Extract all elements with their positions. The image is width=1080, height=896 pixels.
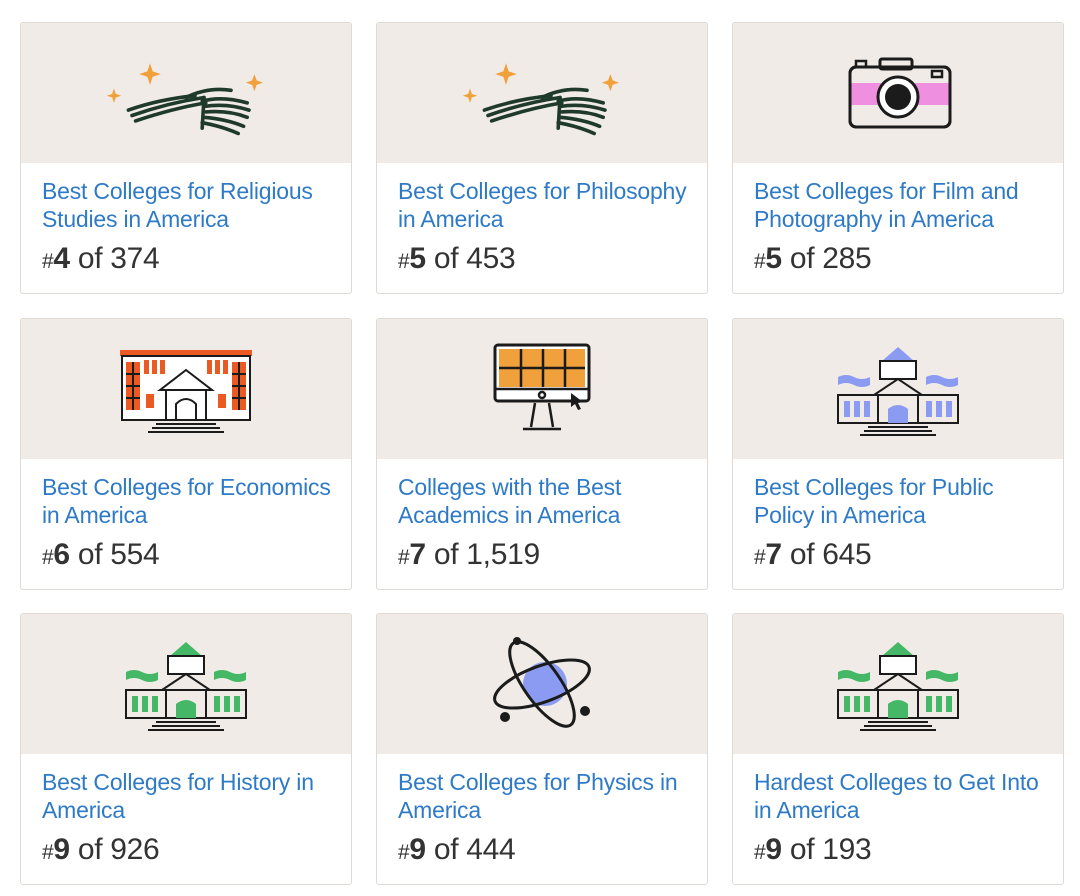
purple-college-building-icon: .p .fillc{fill:#8c9bf2} (828, 339, 968, 439)
ranking-title-link[interactable]: Best Colleges for Public Policy in Ameri… (754, 474, 994, 528)
ranking-title-link[interactable]: Colleges with the Best Academics in Amer… (398, 474, 622, 528)
ranking-title-link[interactable]: Best Colleges for Film and Photography i… (754, 178, 1019, 232)
ranking-card[interactable]: Hardest Colleges to Get Into in America … (732, 613, 1064, 885)
atom-icon (487, 629, 597, 739)
ranking-value: #9 of 193 (754, 833, 872, 866)
ranking-value: #7 of 645 (754, 538, 872, 571)
card-image (733, 614, 1063, 754)
ranking-card[interactable]: Best Colleges for Physics in America #9 … (376, 613, 708, 885)
ranking-title-link[interactable]: Best Colleges for Religious Studies in A… (42, 178, 313, 232)
card-image (377, 23, 707, 163)
green-college-building-icon (116, 634, 256, 734)
book-stars-icon (452, 43, 632, 143)
card-image (21, 319, 351, 459)
book-stars-icon (96, 43, 276, 143)
ranking-value: #9 of 926 (42, 833, 160, 866)
card-image (733, 23, 1063, 163)
camera-icon (838, 50, 958, 136)
dark-college-building-icon (828, 634, 968, 734)
ranking-card[interactable]: Colleges with the Best Academics in Amer… (376, 318, 708, 590)
orange-building-icon (116, 344, 256, 434)
ranking-value: #7 of 1,519 (398, 538, 540, 571)
ranking-card[interactable]: Best Colleges for Philosophy in America … (376, 22, 708, 294)
ranking-card[interactable]: Best Colleges for Economics in America #… (20, 318, 352, 590)
ranking-card[interactable]: .p .fillc{fill:#8c9bf2} Best Colleges fo… (732, 318, 1064, 590)
ranking-value: #5 of 285 (754, 242, 872, 275)
card-image (377, 614, 707, 754)
ranking-card[interactable]: Best Colleges for Film and Photography i… (732, 22, 1064, 294)
card-image (21, 614, 351, 754)
card-image (377, 319, 707, 459)
ranking-card[interactable]: Best Colleges for Religious Studies in A… (20, 22, 352, 294)
card-image: .p .fillc{fill:#8c9bf2} (733, 319, 1063, 459)
ranking-value: #5 of 453 (398, 242, 516, 275)
ranking-title-link[interactable]: Best Colleges for Physics in America (398, 769, 678, 823)
ranking-value: #6 of 554 (42, 538, 160, 571)
monitor-grid-icon (487, 341, 597, 437)
ranking-title-link[interactable]: Best Colleges for Philosophy in America (398, 178, 687, 232)
ranking-title-link[interactable]: Best Colleges for History in America (42, 769, 314, 823)
ranking-title-link[interactable]: Best Colleges for Economics in America (42, 474, 331, 528)
card-image (21, 23, 351, 163)
ranking-title-link[interactable]: Hardest Colleges to Get Into in America (754, 769, 1039, 823)
ranking-card[interactable]: Best Colleges for History in America #9 … (20, 613, 352, 885)
ranking-value: #4 of 374 (42, 242, 160, 275)
ranking-value: #9 of 444 (398, 833, 516, 866)
